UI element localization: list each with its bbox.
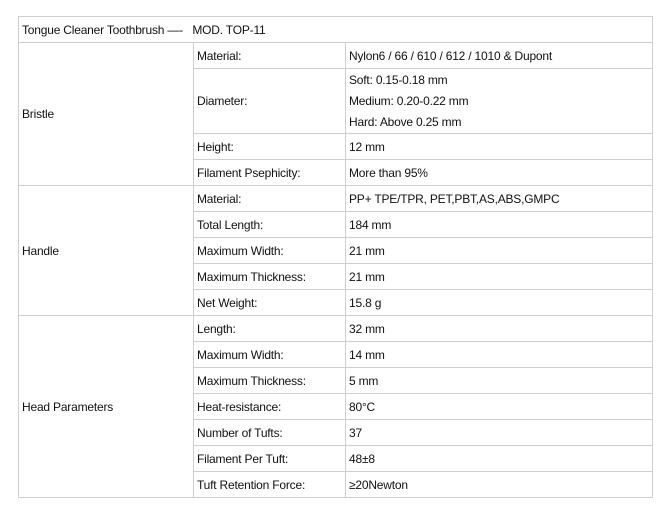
table-row: Handle Material: PP+ TPE/TPR, PET,PBT,AS,A… xyxy=(18,185,653,316)
spec-value: Soft: 0.15-0.18 mm Medium: 0.20-0.22 mm Ha… xyxy=(345,68,653,134)
spec-value: 32 mm xyxy=(345,315,653,342)
spec-table: Tongue Cleaner Toothbrush —- MOD. TOP-11… xyxy=(18,16,653,498)
table-row: Height: 12 mm xyxy=(19,133,653,160)
spec-key: Maximum Thickness: xyxy=(193,263,346,290)
spec-key: Maximum Width: xyxy=(193,341,346,368)
table-title: Tongue Cleaner Toothbrush —- MOD. TOP-11 xyxy=(18,16,653,43)
spec-value-line: ≥20Newton xyxy=(349,477,408,492)
spec-value-line: 5 mm xyxy=(349,373,379,388)
spec-key: Material: xyxy=(193,42,346,69)
spec-key: Material: xyxy=(193,185,346,212)
spec-value-line: 12 mm xyxy=(349,139,385,154)
spec-value: ≥20Newton xyxy=(345,471,653,498)
spec-key: Filament Per Tuft: xyxy=(193,445,346,472)
spec-value: Nylon6 / 66 / 610 / 612 / 1010 & Dupont xyxy=(345,42,653,69)
spec-key: Heat-resistance: xyxy=(193,393,346,420)
spec-key: Total Length: xyxy=(193,211,346,238)
table-row: Head Parameters Length: 32 mm xyxy=(18,315,653,498)
spec-value-line: More than 95% xyxy=(349,165,428,180)
table-row: Diameter: Soft: 0.15-0.18 mm Medium: 0.20-… xyxy=(19,68,653,134)
group-label: Bristle xyxy=(18,42,194,186)
spec-value: More than 95% xyxy=(345,159,653,186)
title-row: Tongue Cleaner Toothbrush —- MOD. TOP-11 xyxy=(18,16,653,43)
spec-value: 21 mm xyxy=(345,263,653,290)
spec-value: 15.8 g xyxy=(345,289,653,316)
table-row: Maximum Width: 14 mm xyxy=(19,341,653,368)
table-row: Net Weight: 15.8 g xyxy=(19,289,653,316)
table-row: Maximum Width: 21 mm xyxy=(19,237,653,264)
spec-key: Tuft Retention Force: xyxy=(193,471,346,498)
spec-value: 37 xyxy=(345,419,653,446)
spec-key: Maximum Width: xyxy=(193,237,346,264)
spec-value-line: 21 mm xyxy=(349,269,385,284)
spec-value-line: 80°C xyxy=(349,399,376,414)
spec-value: 80°C xyxy=(345,393,653,420)
spec-value: 184 mm xyxy=(345,211,653,238)
spec-key: Maximum Thickness: xyxy=(193,367,346,394)
spec-value-line: 37 xyxy=(349,425,362,440)
spec-value-line: Nylon6 / 66 / 610 / 612 / 1010 & Dupont xyxy=(349,48,553,63)
table-row: Number of Tufts: 37 xyxy=(19,419,653,446)
spec-key: Length: xyxy=(193,315,346,342)
spec-key: Net Weight: xyxy=(193,289,346,316)
table-row: Maximum Thickness: 5 mm xyxy=(19,367,653,394)
table-row: Total Length: 184 mm xyxy=(19,211,653,238)
table-row: Heat-resistance: 80°C xyxy=(19,393,653,420)
spec-value-line: PP+ TPE/TPR, PET,PBT,AS,ABS,GMPC xyxy=(349,191,560,206)
spec-value: 5 mm xyxy=(345,367,653,394)
spec-value-line: 15.8 g xyxy=(349,295,382,310)
group-label: Head Parameters xyxy=(18,315,194,498)
spec-value-line: Medium: 0.20-0.22 mm xyxy=(349,93,469,108)
spec-value: 14 mm xyxy=(345,341,653,368)
spec-value: 48±8 xyxy=(345,445,653,472)
spec-key: Diameter: xyxy=(193,68,346,134)
spec-value: PP+ TPE/TPR, PET,PBT,AS,ABS,GMPC xyxy=(345,185,653,212)
spec-value: 21 mm xyxy=(345,237,653,264)
table-row: Filament Psephicity: More than 95% xyxy=(19,159,653,186)
spec-value-line: 32 mm xyxy=(349,321,385,336)
spec-value-line: Hard: Above 0.25 mm xyxy=(349,114,462,129)
spec-value-line: 184 mm xyxy=(349,217,392,232)
spec-value-line: 21 mm xyxy=(349,243,385,258)
spec-value: 12 mm xyxy=(345,133,653,160)
table-row: Bristle Material: Nylon6 / 66 / 610 / 612 … xyxy=(18,42,653,186)
spec-key: Filament Psephicity: xyxy=(193,159,346,186)
spec-value-line: 48±8 xyxy=(349,451,375,466)
spec-value-line: 14 mm xyxy=(349,347,385,362)
spec-key: Height: xyxy=(193,133,346,160)
group-label: Handle xyxy=(18,185,194,316)
spec-key: Number of Tufts: xyxy=(193,419,346,446)
spec-value-line: Soft: 0.15-0.18 mm xyxy=(349,72,448,87)
table-row: Tuft Retention Force: ≥20Newton xyxy=(19,471,653,498)
